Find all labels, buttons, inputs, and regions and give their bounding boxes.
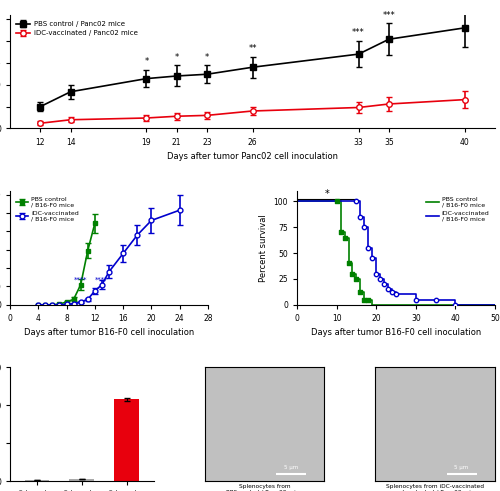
Bar bbox=[70, 479, 94, 481]
Point bbox=[356, 289, 364, 297]
PBS control
/ B16-F0 mice bbox=[354, 276, 360, 282]
iDC-vaccinated
/ B16-F0 mice bbox=[362, 224, 368, 230]
X-axis label: Days after tumor B16-F0 cell inoculation: Days after tumor B16-F0 cell inoculation bbox=[24, 328, 194, 337]
Text: *: * bbox=[174, 53, 179, 62]
iDC-vaccinated
/ B16-F0 mice bbox=[358, 214, 364, 220]
Text: *: * bbox=[324, 189, 329, 199]
Point bbox=[392, 291, 400, 299]
Point bbox=[364, 244, 372, 252]
PBS control
/ B16-F0 mice bbox=[373, 302, 379, 308]
Line: PBS control
/ B16-F0 mice: PBS control / B16-F0 mice bbox=[297, 201, 495, 305]
iDC-vaccinated
/ B16-F0 mice bbox=[413, 297, 419, 302]
Point bbox=[336, 228, 344, 236]
iDC-vaccinated
/ B16-F0 mice bbox=[385, 286, 391, 292]
Point bbox=[348, 270, 356, 278]
iDC-vaccinated
/ B16-F0 mice bbox=[393, 292, 399, 298]
iDC-vaccinated
/ B16-F0 mice bbox=[389, 290, 395, 296]
Point bbox=[332, 197, 340, 205]
Point bbox=[384, 285, 392, 293]
Point bbox=[344, 260, 352, 268]
iDC-vaccinated
/ B16-F0 mice bbox=[381, 281, 387, 287]
X-axis label: Days after tumor B16-F0 cell inoculation: Days after tumor B16-F0 cell inoculation bbox=[311, 328, 481, 337]
iDC-vaccinated
/ B16-F0 mice bbox=[294, 198, 300, 204]
X-axis label: Splenocytes from iDC-vaccinated
and protected / Panc02 mice
+ Panc02 cells: Splenocytes from iDC-vaccinated and prot… bbox=[386, 484, 484, 491]
iDC-vaccinated
/ B16-F0 mice bbox=[452, 302, 458, 308]
Point bbox=[360, 223, 368, 231]
Legend: PBS control / Panc02 mice, iDC-vaccinated / Panc02 mice: PBS control / Panc02 mice, iDC-vaccinate… bbox=[14, 18, 140, 39]
Text: *: * bbox=[205, 53, 209, 62]
Point bbox=[376, 275, 384, 283]
PBS control
/ B16-F0 mice bbox=[366, 297, 372, 302]
iDC-vaccinated
/ B16-F0 mice bbox=[366, 245, 372, 251]
PBS control
/ B16-F0 mice bbox=[342, 235, 347, 241]
Point bbox=[372, 270, 380, 278]
iDC-vaccinated
/ B16-F0 mice bbox=[432, 297, 438, 302]
Text: ***: *** bbox=[352, 28, 365, 37]
X-axis label: Splenocytes from
PBS control / Panc02 mice
+ Panc02 cells: Splenocytes from PBS control / Panc02 mi… bbox=[226, 484, 303, 491]
iDC-vaccinated
/ B16-F0 mice bbox=[373, 271, 379, 277]
Point bbox=[388, 289, 396, 297]
Text: ****: **** bbox=[74, 277, 88, 283]
Legend: PBS control
/ B16-F0 mice, iDC-vaccinated
/ B16-F0 mice: PBS control / B16-F0 mice, iDC-vaccinate… bbox=[13, 194, 82, 224]
Point bbox=[356, 213, 364, 221]
Text: *: * bbox=[144, 57, 148, 66]
Bar bbox=[114, 399, 139, 481]
iDC-vaccinated
/ B16-F0 mice bbox=[354, 198, 360, 204]
Point bbox=[452, 301, 460, 309]
PBS control
/ B16-F0 mice bbox=[492, 302, 498, 308]
Text: 5 μm: 5 μm bbox=[284, 465, 298, 470]
Point bbox=[368, 254, 376, 262]
iDC-vaccinated
/ B16-F0 mice bbox=[370, 255, 376, 261]
Text: **: ** bbox=[248, 44, 257, 53]
iDC-vaccinated
/ B16-F0 mice bbox=[377, 276, 383, 282]
PBS control
/ B16-F0 mice bbox=[334, 198, 340, 204]
Y-axis label: Percent survival: Percent survival bbox=[259, 214, 268, 282]
Text: ***: *** bbox=[382, 11, 396, 20]
iDC-vaccinated
/ B16-F0 mice bbox=[492, 302, 498, 308]
Point bbox=[412, 296, 420, 303]
PBS control
/ B16-F0 mice bbox=[362, 297, 368, 302]
Point bbox=[352, 275, 360, 283]
Line: iDC-vaccinated
/ B16-F0 mice: iDC-vaccinated / B16-F0 mice bbox=[297, 201, 495, 305]
Point bbox=[360, 296, 368, 303]
PBS control
/ B16-F0 mice bbox=[338, 229, 344, 235]
Point bbox=[432, 296, 440, 303]
PBS control
/ B16-F0 mice bbox=[370, 302, 376, 308]
X-axis label: Days after tumor Panc02 cell inoculation: Days after tumor Panc02 cell inoculation bbox=[167, 152, 338, 161]
Text: ****: **** bbox=[95, 277, 108, 283]
Point bbox=[340, 234, 348, 242]
Point bbox=[364, 296, 372, 303]
Text: ***: *** bbox=[458, 0, 471, 5]
Bar bbox=[24, 480, 50, 481]
Legend: PBS control
/ B16-F0 mice, iDC-vaccinated
/ B16-F0 mice: PBS control / B16-F0 mice, iDC-vaccinate… bbox=[424, 194, 492, 224]
Point bbox=[380, 280, 388, 288]
PBS control
/ B16-F0 mice bbox=[350, 271, 356, 277]
Point bbox=[352, 197, 360, 205]
Text: 5 μm: 5 μm bbox=[454, 465, 468, 470]
PBS control
/ B16-F0 mice bbox=[358, 290, 364, 296]
PBS control
/ B16-F0 mice bbox=[294, 198, 300, 204]
PBS control
/ B16-F0 mice bbox=[346, 261, 352, 267]
